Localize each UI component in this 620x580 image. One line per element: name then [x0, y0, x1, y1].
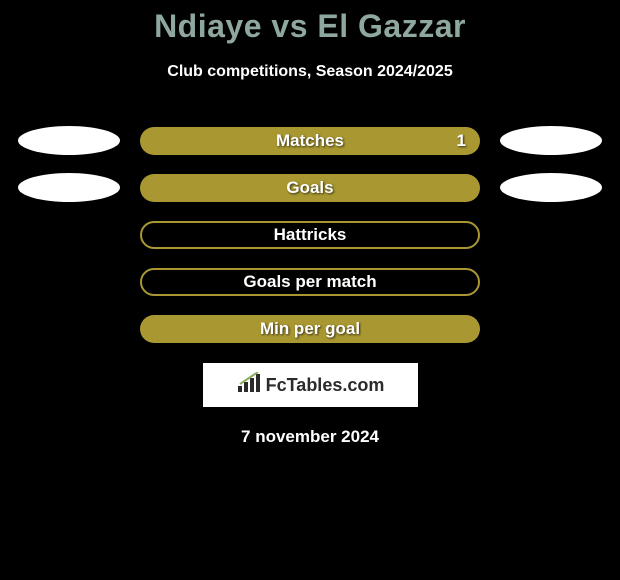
stat-label: Goals [286, 178, 333, 198]
stat-row-matches: Matches 1 [0, 126, 620, 155]
main-container: Ndiaye vs El Gazzar Club competitions, S… [0, 0, 620, 447]
stat-label: Hattricks [274, 225, 347, 245]
stat-label: Min per goal [260, 319, 360, 339]
logo-content: FcTables.com [236, 372, 385, 399]
stat-bar-goals: Goals [140, 174, 480, 202]
stat-value: 1 [457, 131, 466, 151]
stat-label: Goals per match [243, 272, 376, 292]
stat-bar-mpg: Min per goal [140, 315, 480, 343]
page-title: Ndiaye vs El Gazzar [0, 8, 620, 45]
chart-icon [236, 372, 262, 399]
logo-text: FcTables.com [266, 375, 385, 396]
date-text: 7 november 2024 [0, 427, 620, 447]
stat-row-gpm: Goals per match [0, 267, 620, 296]
stat-label: Matches [276, 131, 344, 151]
ellipse-right [500, 126, 602, 155]
ellipse-placeholder [500, 267, 602, 296]
subtitle: Club competitions, Season 2024/2025 [0, 63, 620, 81]
ellipse-right [500, 173, 602, 202]
ellipse-placeholder [18, 220, 120, 249]
stat-bar-matches: Matches 1 [140, 127, 480, 155]
stat-bar-hattricks: Hattricks [140, 221, 480, 249]
stat-row-goals: Goals [0, 173, 620, 202]
ellipse-placeholder [500, 314, 602, 343]
stat-bar-gpm: Goals per match [140, 268, 480, 296]
logo-box[interactable]: FcTables.com [203, 363, 418, 407]
ellipse-left [18, 173, 120, 202]
stat-row-mpg: Min per goal [0, 314, 620, 343]
ellipse-placeholder [18, 267, 120, 296]
ellipse-left [18, 126, 120, 155]
stat-row-hattricks: Hattricks [0, 220, 620, 249]
ellipse-placeholder [500, 220, 602, 249]
ellipse-placeholder [18, 314, 120, 343]
